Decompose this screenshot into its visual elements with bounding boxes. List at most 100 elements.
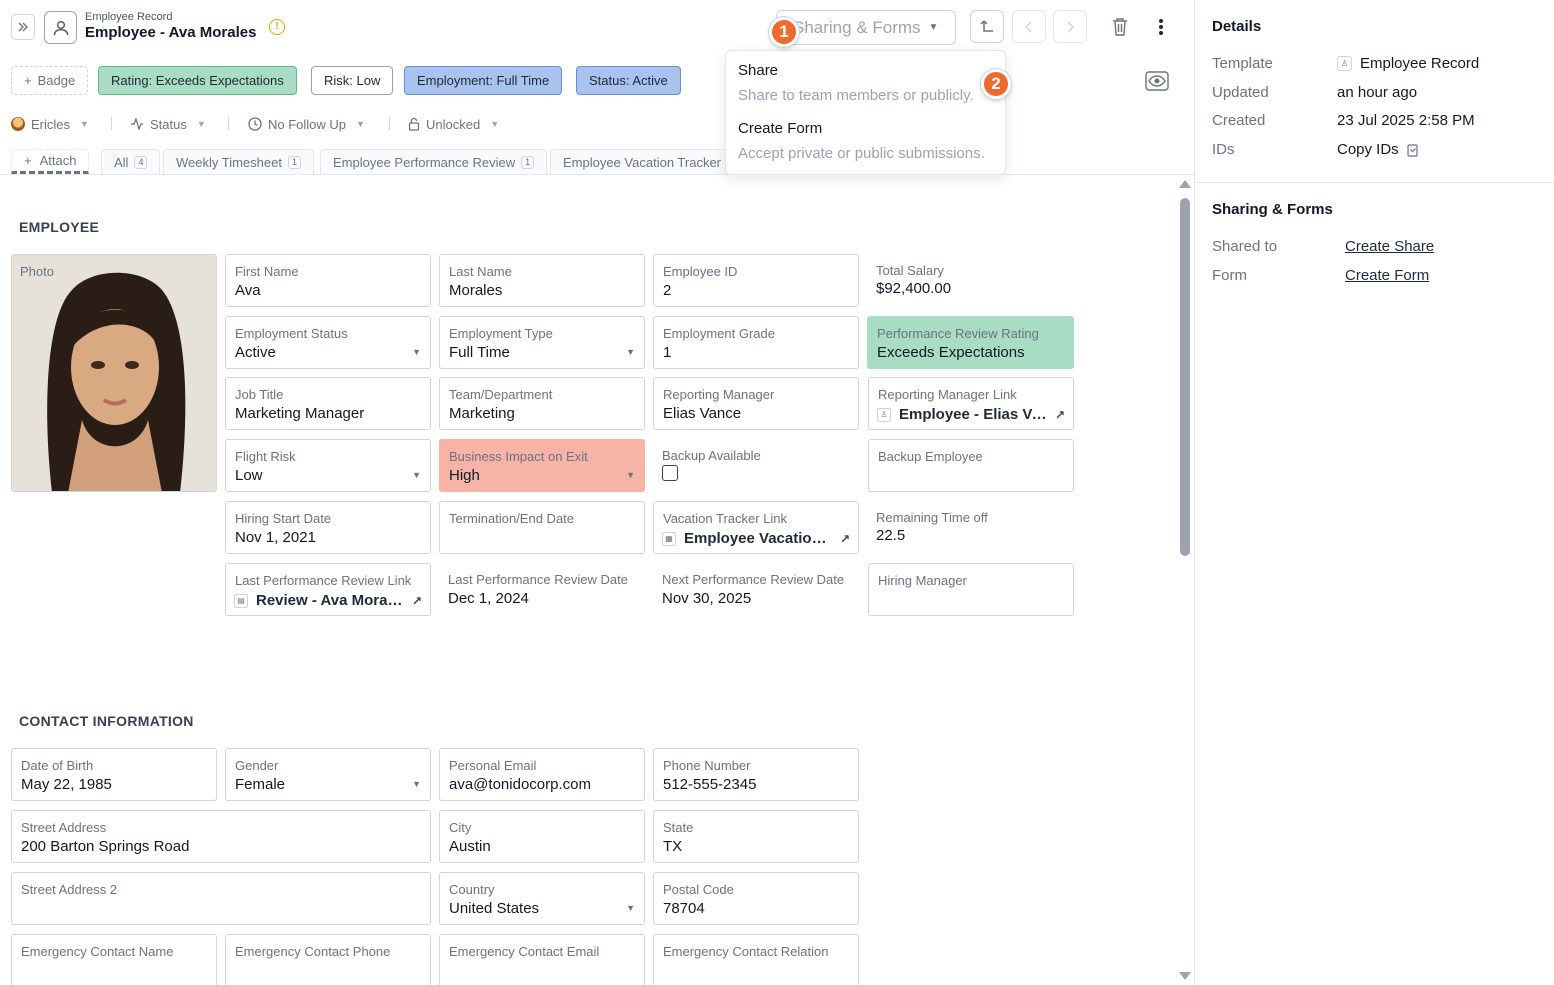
- follow-up-filter[interactable]: No Follow Up ▼: [248, 115, 365, 133]
- business-impact-field[interactable]: Business Impact on Exit High ▼: [439, 439, 645, 492]
- street-address-field[interactable]: Street Address 200 Barton Springs Road: [11, 810, 431, 863]
- lock-filter[interactable]: Unlocked ▼: [408, 115, 499, 133]
- owner-label: Ericles: [31, 116, 71, 132]
- employee-photo[interactable]: Photo: [11, 254, 217, 492]
- attach-button[interactable]: + Attach: [11, 149, 90, 174]
- tab-label: Weekly Timesheet: [176, 154, 282, 170]
- filter-divider: [389, 117, 390, 130]
- reporting-manager-link-field[interactable]: Reporting Manager Link ♙ Employee - Elia…: [868, 377, 1074, 430]
- employment-type-field[interactable]: Employment Type Full Time ▼: [439, 316, 645, 369]
- last-name-field[interactable]: Last Name Morales: [439, 254, 645, 307]
- employment-status-field[interactable]: Employment Status Active ▼: [225, 316, 431, 369]
- field-label: Last Performance Review Link: [235, 573, 412, 588]
- field-value: ava@tonidocorp.com: [449, 776, 591, 793]
- create-share-link[interactable]: Create Share: [1345, 238, 1435, 255]
- employment-grade-field[interactable]: Employment Grade 1: [653, 316, 859, 369]
- backup-available-checkbox[interactable]: [662, 465, 678, 481]
- menu-item-share[interactable]: Share Share to team members or publicly.: [738, 62, 974, 104]
- field-value: Female: [235, 776, 286, 793]
- field-label: Backup Employee: [878, 449, 983, 464]
- record-link[interactable]: ▤ Review - Ava Morales ↗: [234, 592, 422, 609]
- field-label: First Name: [235, 264, 299, 279]
- flight-risk-field[interactable]: Flight Risk Low ▼: [225, 439, 431, 492]
- field-label: Business Impact on Exit: [449, 449, 588, 464]
- record-link[interactable]: ▦ Employee Vacation Tracker ↗: [662, 530, 850, 547]
- scrollbar-thumb[interactable]: [1180, 198, 1190, 556]
- job-title-field[interactable]: Job Title Marketing Manager: [225, 377, 431, 430]
- upload-button[interactable]: [970, 10, 1004, 43]
- template-label: Template: [1212, 55, 1273, 72]
- phone-number-field[interactable]: Phone Number 512-555-2345: [653, 748, 859, 801]
- hiring-start-date-field[interactable]: Hiring Start Date Nov 1, 2021: [225, 501, 431, 554]
- record-title: Employee - Ava Morales: [85, 24, 257, 41]
- state-field[interactable]: State TX: [653, 810, 859, 863]
- warning-icon[interactable]: !: [269, 19, 285, 35]
- emergency-contact-name-field[interactable]: Emergency Contact Name: [11, 934, 217, 985]
- risk-badge[interactable]: Risk: Low: [311, 66, 394, 95]
- field-label: Last Name: [449, 264, 512, 279]
- reporting-manager-field[interactable]: Reporting Manager Elias Vance: [653, 377, 859, 430]
- record-type-label: Employee Record: [85, 11, 173, 23]
- add-badge-button[interactable]: + Badge: [11, 66, 89, 95]
- field-label: Employment Grade: [663, 326, 775, 341]
- street-address-2-field[interactable]: Street Address 2: [11, 872, 431, 925]
- tab-weekly-timesheet[interactable]: Weekly Timesheet 1: [163, 149, 314, 174]
- delete-button[interactable]: [1107, 14, 1133, 40]
- menu-item-create-form[interactable]: Create Form Accept private or public sub…: [738, 120, 985, 162]
- open-link-arrow-icon: ↗: [411, 593, 422, 608]
- scroll-down-arrow-icon[interactable]: [1179, 972, 1191, 980]
- updated-label: Updated: [1212, 84, 1269, 101]
- next-record-button[interactable]: [1053, 10, 1087, 43]
- sharing-forms-button[interactable]: Sharing & Forms ▼: [776, 10, 956, 45]
- hiring-manager-field[interactable]: Hiring Manager: [868, 563, 1074, 616]
- backup-available-field: Backup Available: [653, 439, 859, 492]
- owner-filter[interactable]: Ericles ▼: [11, 115, 89, 133]
- shared-to-label: Shared to: [1212, 238, 1278, 255]
- last-review-link-field[interactable]: Last Performance Review Link ▤ Review - …: [225, 563, 431, 616]
- termination-date-field[interactable]: Termination/End Date: [439, 501, 645, 554]
- date-of-birth-field[interactable]: Date of Birth May 22, 1985: [11, 748, 217, 801]
- team-department-field[interactable]: Team/Department Marketing: [439, 377, 645, 430]
- field-label: Date of Birth: [21, 758, 94, 773]
- vacation-tracker-link-field[interactable]: Vacation Tracker Link ▦ Employee Vacatio…: [653, 501, 859, 554]
- emergency-contact-email-field[interactable]: Emergency Contact Email: [439, 934, 645, 985]
- tab-employee-performance-review[interactable]: Employee Performance Review 1: [320, 149, 548, 174]
- expand-sidebar-button[interactable]: [11, 14, 35, 40]
- photo-label: Photo: [20, 264, 54, 279]
- tab-all[interactable]: All 4: [101, 149, 161, 174]
- city-field[interactable]: City Austin: [439, 810, 645, 863]
- field-value: Ava: [235, 282, 261, 299]
- rating-badge[interactable]: Rating: Exceeds Expectations: [98, 66, 297, 95]
- performance-rating-field[interactable]: Performance Review Rating Exceeds Expect…: [867, 316, 1074, 369]
- gender-field[interactable]: Gender Female ▼: [225, 748, 431, 801]
- menu-item-title: Share: [738, 62, 779, 79]
- menu-item-description: Accept private or public submissions.: [738, 145, 985, 162]
- eye-icon[interactable]: [1144, 68, 1170, 94]
- backup-employee-field[interactable]: Backup Employee: [868, 439, 1074, 492]
- status-filter[interactable]: Status ▼: [130, 115, 206, 133]
- record-link[interactable]: ♙ Employee - Elias Vance ↗: [877, 406, 1065, 423]
- create-form-link[interactable]: Create Form: [1345, 267, 1430, 284]
- copy-ids-button[interactable]: Copy IDs: [1337, 141, 1419, 158]
- employment-badge[interactable]: Employment: Full Time: [404, 66, 563, 95]
- country-field[interactable]: Country United States ▼: [439, 872, 645, 925]
- field-label: Performance Review Rating: [877, 326, 1039, 341]
- emergency-contact-phone-field[interactable]: Emergency Contact Phone: [225, 934, 431, 985]
- field-label: Emergency Contact Phone: [235, 944, 391, 959]
- table-icon: ▤: [234, 593, 248, 608]
- postal-code-field[interactable]: Postal Code 78704: [653, 872, 859, 925]
- first-name-field[interactable]: First Name Ava: [225, 254, 431, 307]
- scroll-up-arrow-icon[interactable]: [1179, 180, 1191, 188]
- more-options-button[interactable]: [1148, 14, 1174, 40]
- employee-id-field[interactable]: Employee ID 2: [653, 254, 859, 307]
- created-label: Created: [1212, 112, 1266, 129]
- sharing-forms-title: Sharing & Forms: [1212, 201, 1333, 218]
- tab-employee-vacation-tracker[interactable]: Employee Vacation Tracker: [550, 149, 750, 174]
- emergency-contact-relation-field[interactable]: Emergency Contact Relation: [653, 934, 859, 985]
- field-value: Nov 1, 2021: [235, 529, 316, 546]
- template-value[interactable]: ♙ Employee Record: [1337, 55, 1479, 72]
- previous-record-button[interactable]: [1012, 10, 1046, 43]
- status-badge[interactable]: Status: Active: [576, 66, 681, 95]
- step-marker-2: 2: [981, 69, 1011, 99]
- personal-email-field[interactable]: Personal Email ava@tonidocorp.com: [439, 748, 645, 801]
